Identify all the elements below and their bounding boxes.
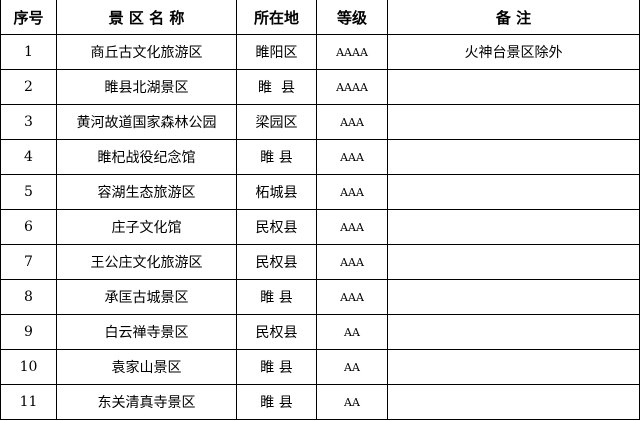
header-location: 所在地 (236, 0, 317, 35)
cell-level: AAA (316, 279, 388, 315)
cell-location: 睢 县 (236, 279, 317, 315)
cell-name: 睢杞战役纪念馆 (56, 139, 237, 175)
cell-no: 8 (0, 279, 57, 315)
cell-note (387, 314, 640, 350)
cell-location: 民权县 (236, 244, 317, 280)
table-row: 2 睢县北湖景区睢 县 AAAA (0, 69, 640, 105)
cell-note (387, 139, 640, 175)
cell-level: AA (316, 349, 388, 385)
cell-level: AAAA (316, 69, 388, 105)
cell-location: 民权县 (236, 209, 317, 245)
cell-name: 王公庄文化旅游区 (56, 244, 237, 280)
table-row: 9 白云禅寺景区 民权县 AA (0, 314, 640, 350)
cell-note (387, 349, 640, 385)
cell-level: AA (316, 314, 388, 350)
cell-no: 10 (0, 349, 57, 385)
cell-no: 2 (0, 69, 57, 105)
cell-note (387, 279, 640, 315)
table-row: 4 睢杞战役纪念馆睢 县 AAA (0, 139, 640, 175)
cell-name: 东关清真寺景区 (56, 384, 237, 420)
cell-no: 1 (0, 34, 57, 70)
header-row: 序号 景 区 名 称 所在地 等级 备 注 (0, 0, 640, 35)
cell-location: 睢 县 (236, 349, 317, 385)
cell-location: 梁园区 (236, 104, 317, 140)
table-row: 3 黄河故道国家森林公园 梁园区 AAA (0, 104, 640, 140)
cell-no: 9 (0, 314, 57, 350)
cell-note (387, 174, 640, 210)
cell-no: 3 (0, 104, 57, 140)
cell-level: AAA (316, 139, 388, 175)
cell-note (387, 244, 640, 280)
cell-name: 白云禅寺景区 (56, 314, 237, 350)
header-note: 备 注 (387, 0, 640, 35)
cell-note (387, 384, 640, 420)
cell-name: 容湖生态旅游区 (56, 174, 237, 210)
cell-level: AAA (316, 209, 388, 245)
cell-note (387, 209, 640, 245)
table-row: 5 容湖生态旅游区 柘城县 AAA (0, 174, 640, 210)
cell-level: AAA (316, 174, 388, 210)
cell-location: 睢 县 (236, 139, 317, 175)
cell-name: 商丘古文化旅游区 (56, 34, 237, 70)
cell-level: AAA (316, 104, 388, 140)
cell-no: 11 (0, 384, 57, 420)
cell-location: 柘城县 (236, 174, 317, 210)
table-row: 7 王公庄文化旅游区 民权县 AAA (0, 244, 640, 280)
table-row: 10 袁家山景区睢 县 AA (0, 349, 640, 385)
cell-name: 承匡古城景区 (56, 279, 237, 315)
table-row: 8 承匡古城景区睢 县 AAA (0, 279, 640, 315)
cell-note (387, 104, 640, 140)
cell-name: 袁家山景区 (56, 349, 237, 385)
header-level: 等级 (316, 0, 388, 35)
cell-no: 4 (0, 139, 57, 175)
cell-note: 火神台景区除外 (387, 34, 640, 70)
cell-no: 7 (0, 244, 57, 280)
cell-no: 6 (0, 209, 57, 245)
cell-name: 睢县北湖景区 (56, 69, 237, 105)
cell-level: AAA (316, 244, 388, 280)
cell-location: 睢 县 (236, 69, 317, 105)
cell-name: 庄子文化馆 (56, 209, 237, 245)
cell-name: 黄河故道国家森林公园 (56, 104, 237, 140)
header-name: 景 区 名 称 (56, 0, 237, 35)
cell-location: 民权县 (236, 314, 317, 350)
cell-no: 5 (0, 174, 57, 210)
table-row: 6 庄子文化馆 民权县 AAA (0, 209, 640, 245)
table-row: 11 东关清真寺景区睢 县 AA (0, 384, 640, 420)
cell-level: AAAA (316, 34, 388, 70)
cell-level: AA (316, 384, 388, 420)
header-no: 序号 (0, 0, 57, 35)
cell-location: 睢阳区 (236, 34, 317, 70)
cell-location: 睢 县 (236, 384, 317, 420)
cell-note (387, 69, 640, 105)
table-row: 1 商丘古文化旅游区 睢阳区 AAAA 火神台景区除外 (0, 34, 640, 70)
